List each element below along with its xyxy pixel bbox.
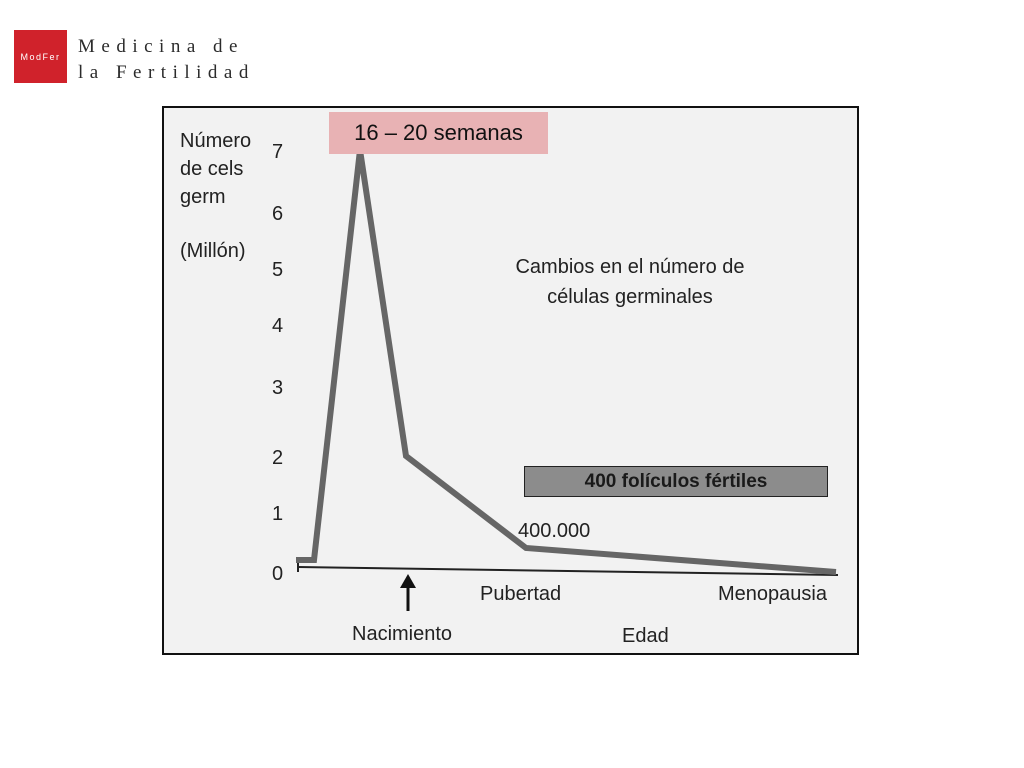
y-tick-label: 1 xyxy=(272,503,283,525)
y-tick-label: 2 xyxy=(272,447,283,469)
y-tick-label: 4 xyxy=(272,315,283,337)
birth-arrow-head xyxy=(400,574,416,588)
brand-logo: ModFer xyxy=(14,30,67,83)
x-label-birth: Nacimiento xyxy=(352,623,452,645)
chart-title-line-1: Cambios en el número de xyxy=(515,256,745,278)
y-tick-label: 6 xyxy=(272,203,283,225)
series-line xyxy=(296,149,837,575)
y-tick-label: 0 xyxy=(272,563,283,585)
x-axis-title: Edad xyxy=(622,625,669,647)
y-axis-label-line-1: Número xyxy=(180,130,252,152)
y-axis-label-line-2: de cels xyxy=(180,158,244,180)
puberty-value-annotation: 400.000 xyxy=(518,520,591,542)
x-label-menopause: Menopausia xyxy=(718,583,828,605)
chart-title: Cambios en el número de células germinal… xyxy=(500,252,760,312)
y-tick-label: 5 xyxy=(272,259,283,281)
chart-panel: Número de cels germ (Millón) 0 1 2 3 4 5 6 7 Na… xyxy=(162,106,859,655)
logo-text: ModFer xyxy=(20,51,61,62)
fertile-follicles-box: 400 folículos fértiles xyxy=(524,466,828,497)
y-axis-label-line-4: (Millón) xyxy=(180,240,246,262)
x-axis-line xyxy=(297,566,839,576)
brand-line-1: Medicina de xyxy=(78,36,244,57)
y-tick-label: 7 xyxy=(272,141,283,163)
y-tick-label: 3 xyxy=(272,377,283,399)
brand-line-2: la Fertilidad xyxy=(78,62,255,83)
weeks-callout: 16 – 20 semanas xyxy=(329,112,548,154)
brand-name: Medicina de la Fertilidad xyxy=(78,34,255,86)
x-label-puberty: Pubertad xyxy=(480,583,561,605)
y-axis-label-line-3: germ xyxy=(180,186,226,208)
chart-title-line-2: células germinales xyxy=(547,286,713,308)
